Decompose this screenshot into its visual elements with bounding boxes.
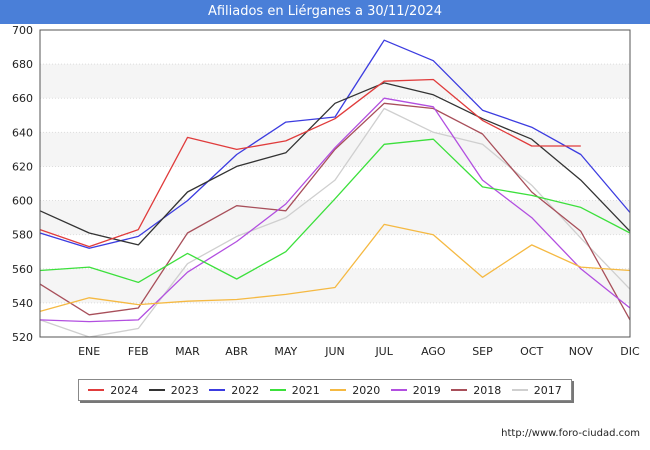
- legend-item-2022: 2022: [209, 384, 259, 397]
- legend-item-2021: 2021: [269, 383, 320, 397]
- y-tick-label: 560: [12, 263, 33, 276]
- x-tick-label: ABR: [225, 345, 248, 358]
- legend: 2024 2023 2022 2021 2020 2019 2018 2017: [78, 379, 572, 401]
- y-tick-label: 540: [12, 297, 33, 310]
- legend-swatch: [209, 389, 226, 391]
- x-tick-label: FEB: [128, 345, 149, 358]
- x-tick-label: SEP: [472, 345, 493, 358]
- plot-bands: [40, 64, 630, 303]
- legend-swatch: [451, 389, 468, 391]
- legend-item-2020: 2020: [330, 384, 380, 397]
- x-tick-label: ENE: [78, 345, 100, 358]
- x-tick-label: JUN: [324, 345, 345, 358]
- legend-item-2024: 2024: [88, 384, 138, 397]
- y-tick-label: 520: [12, 331, 33, 344]
- x-tick-label: JUL: [374, 345, 393, 358]
- legend-swatch: [269, 389, 286, 391]
- x-tick-label: NOV: [569, 345, 594, 358]
- legend-swatch: [148, 389, 165, 391]
- x-tick-label: MAR: [175, 345, 200, 358]
- legend-label: 2020: [352, 383, 381, 397]
- series-line-2018: [39, 102, 631, 321]
- y-tick-label: 660: [12, 92, 33, 105]
- y-tick-label: 640: [12, 126, 33, 139]
- series-line-2022: [39, 39, 631, 249]
- legend-label: 2024: [110, 383, 139, 397]
- plot-frame: [39, 29, 631, 338]
- y-tick-label: 700: [12, 24, 33, 37]
- legend-label: 2023: [170, 383, 199, 397]
- grid-band: [40, 200, 630, 235]
- series-lines: [39, 39, 631, 338]
- grid-band: [40, 268, 630, 303]
- legend-item-2018: 2018: [451, 384, 501, 397]
- series-line-2019: [39, 97, 631, 323]
- legend-item-2023: 2023: [148, 383, 199, 397]
- grid-band: [40, 64, 630, 99]
- legend-label: 2018: [473, 383, 502, 397]
- x-axis: ENE FEB MAR ABR MAY JUN JUL AGO SEP OCT NOV DIC: [78, 345, 640, 358]
- series-line-2021: [39, 138, 631, 284]
- y-tick-label: 620: [12, 160, 33, 173]
- chart-title: Afiliados en Liérganes a 30/11/2024: [0, 0, 650, 24]
- legend-label: 2022: [231, 383, 260, 397]
- y-tick-label: 680: [12, 58, 33, 71]
- series-line-2020: [39, 223, 631, 313]
- legend-label: 2019: [412, 383, 441, 397]
- legend-swatch: [330, 389, 347, 391]
- legend-swatch: [511, 389, 528, 391]
- legend-swatch: [88, 389, 105, 391]
- y-axis: 520 540 560 580 600 620 640 660 680 700: [12, 24, 33, 344]
- y-tick-label: 600: [12, 195, 33, 208]
- legend-label: 2017: [533, 383, 562, 397]
- series-line-2023: [39, 82, 631, 246]
- legend-swatch: [390, 389, 407, 391]
- legend-item-2019: 2019: [390, 383, 441, 397]
- legend-item-2017: 2017: [511, 383, 562, 397]
- y-tick-label: 580: [12, 229, 33, 242]
- x-tick-label: OCT: [520, 345, 543, 358]
- legend-label: 2021: [291, 383, 320, 397]
- x-tick-label: MAY: [274, 345, 297, 358]
- x-tick-label: DIC: [620, 345, 640, 358]
- series-line-2024: [39, 78, 581, 248]
- source-url: http://www.foro-ciudad.com: [501, 428, 640, 439]
- x-tick-label: AGO: [421, 345, 446, 358]
- series-line-2017: [39, 107, 631, 338]
